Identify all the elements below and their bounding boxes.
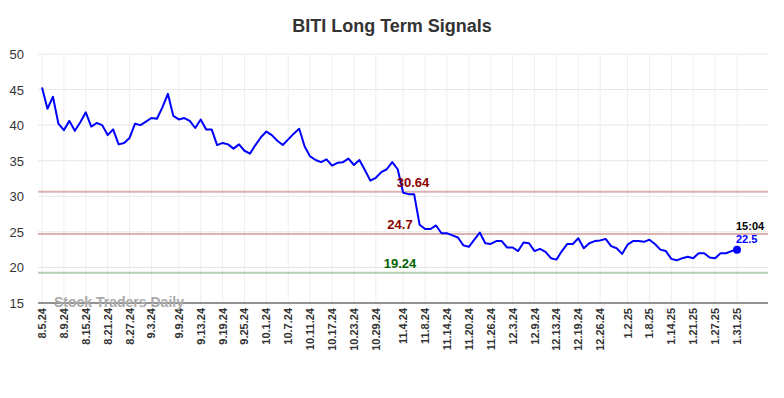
y-tick-label: 50 xyxy=(10,47,24,62)
x-tick-label: 8.27.24 xyxy=(124,307,136,345)
x-tick-label: 11.14.24 xyxy=(441,307,453,350)
x-tick-label: 1.8.25 xyxy=(643,308,655,339)
y-tick-label: 45 xyxy=(10,83,24,98)
x-tick-label: 12.19.24 xyxy=(572,307,584,351)
x-tick-label: 10.29.24 xyxy=(370,307,382,351)
grid-line xyxy=(266,54,267,303)
x-tick-label: 8.15.24 xyxy=(80,307,92,345)
grid-line xyxy=(556,54,557,303)
x-tick-label: 11.20.24 xyxy=(463,307,475,350)
grid-line xyxy=(244,54,245,303)
grid-line xyxy=(85,54,86,303)
grid-line xyxy=(671,54,672,303)
last-point xyxy=(733,246,741,254)
y-tick-label: 15 xyxy=(10,296,24,311)
grid-line xyxy=(693,54,694,303)
x-tick-label: 1.27.25 xyxy=(709,308,721,345)
grid-line xyxy=(200,54,201,303)
x-tick-label: 10.17.24 xyxy=(326,307,338,351)
x-tick-label: 8.9.24 xyxy=(58,307,70,338)
x-tick-label: 12.9.24 xyxy=(529,307,541,345)
grid-line xyxy=(129,54,130,303)
x-tick-label: 1.14.25 xyxy=(665,308,677,345)
grid-line xyxy=(512,54,513,303)
x-tick-label: 8.5.24 xyxy=(36,307,48,338)
x-tick-label: 1.21.25 xyxy=(687,308,699,345)
x-tick-label: 8.21.24 xyxy=(102,307,114,345)
price-line xyxy=(42,87,737,260)
x-tick-label: 9.25.24 xyxy=(238,307,250,345)
y-tick-label: 30 xyxy=(10,189,24,204)
x-tick-label: 10.1.24 xyxy=(260,307,272,345)
grid-line xyxy=(578,54,579,303)
time-label: 15:04 xyxy=(736,220,765,232)
x-tick-label: 11.26.24 xyxy=(485,307,497,350)
reference-label: 19.24 xyxy=(384,256,417,271)
grid-line xyxy=(446,54,447,303)
last-value-label: 22.5 xyxy=(736,233,757,245)
grid-line xyxy=(649,54,650,303)
x-tick-label: 1.31.25 xyxy=(731,308,743,345)
grid-line xyxy=(737,54,738,303)
grid-line xyxy=(310,54,311,303)
x-tick-label: 12.13.24 xyxy=(550,307,562,351)
grid-line xyxy=(627,54,628,303)
grid-line xyxy=(534,54,535,303)
reference-line xyxy=(38,272,768,274)
grid-line xyxy=(332,54,333,303)
x-tick-label: 11.4.24 xyxy=(397,307,409,344)
x-tick-label: 12.26.24 xyxy=(594,307,606,351)
x-tick-label: 10.7.24 xyxy=(282,307,294,345)
reference-line xyxy=(38,233,768,235)
grid-line xyxy=(600,54,601,303)
x-tick-label: 11.8.24 xyxy=(419,307,431,344)
x-tick-label: 9.9.24 xyxy=(173,307,185,338)
grid-line xyxy=(63,54,64,303)
x-tick-label: 10.23.24 xyxy=(348,307,360,351)
reference-label: 30.64 xyxy=(397,175,430,190)
y-tick-label: 20 xyxy=(10,260,24,275)
reference-label: 24.7 xyxy=(387,217,412,232)
x-tick-label: 9.13.24 xyxy=(195,307,207,345)
plot-area xyxy=(38,87,768,272)
x-tick-label: 10.11.24 xyxy=(304,307,316,350)
grid-line xyxy=(288,54,289,303)
y-tick-label: 25 xyxy=(10,225,24,240)
y-tick-label: 35 xyxy=(10,154,24,169)
title: BITI Long Term Signals xyxy=(292,16,492,36)
grid-line xyxy=(178,54,179,303)
x-tick-label: 12.3.24 xyxy=(507,307,519,345)
grid-line xyxy=(468,54,469,303)
grid-line xyxy=(107,54,108,303)
x-tick-label: 9.3.24 xyxy=(145,307,157,338)
y-tick-label: 40 xyxy=(10,118,24,133)
chart: BITI Long Term Signals 15 20 25 30 35 40 45 50 8.… xyxy=(0,0,784,398)
watermark: Stock Traders Daily xyxy=(54,294,184,310)
grid-line xyxy=(151,54,152,303)
grid-line xyxy=(490,54,491,303)
x-tick-label: 9.19.24 xyxy=(217,307,229,345)
x-tick-label: 1.2.25 xyxy=(622,308,634,339)
grid-line xyxy=(222,54,223,303)
grid-line xyxy=(353,54,354,303)
grid-line xyxy=(715,54,716,303)
